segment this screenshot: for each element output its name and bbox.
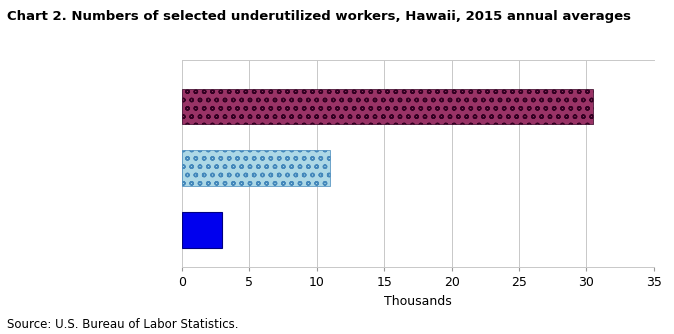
Bar <box>182 89 593 124</box>
Bar <box>182 150 330 186</box>
Text: Chart 2. Numbers of selected underutilized workers, Hawaii, 2015 annual averages: Chart 2. Numbers of selected underutiliz… <box>7 10 631 23</box>
Bar <box>182 212 222 248</box>
X-axis label: Thousands: Thousands <box>384 295 452 308</box>
Text: Source: U.S. Bureau of Labor Statistics.: Source: U.S. Bureau of Labor Statistics. <box>7 318 238 331</box>
